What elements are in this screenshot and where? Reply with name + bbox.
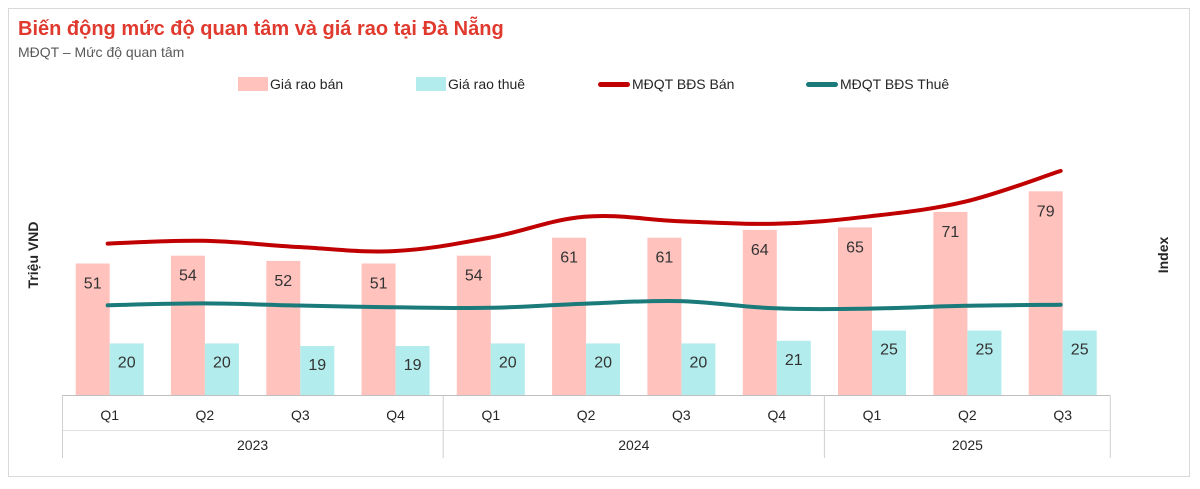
bar-rent-10 bbox=[1062, 330, 1097, 395]
legend-item-sale-price[interactable]: Giá rao bán bbox=[238, 76, 343, 92]
data-label-rent-7: 21 bbox=[785, 352, 803, 369]
year-label-2025: 2025 bbox=[952, 437, 983, 453]
bar-rent-6 bbox=[681, 343, 716, 395]
bar-rent-3 bbox=[395, 346, 430, 395]
data-label-sale-2: 52 bbox=[274, 273, 292, 290]
x-tick-label-0: Q1 bbox=[100, 407, 119, 423]
data-label-sale-9: 71 bbox=[942, 224, 960, 241]
legend-item-rent-index[interactable]: MĐQT BĐS Thuê bbox=[806, 76, 949, 92]
bar-rent-8 bbox=[872, 330, 906, 395]
line-sale-index bbox=[105, 168, 1063, 254]
x-tick-label-8: Q1 bbox=[863, 407, 882, 423]
chart-subtitle: MĐQT – Mức độ quan tâm bbox=[18, 44, 185, 60]
data-label-sale-8: 65 bbox=[846, 239, 864, 256]
bar-rent-0 bbox=[109, 343, 144, 395]
bar-sale-5 bbox=[552, 237, 587, 395]
legend-swatch-sale-index bbox=[598, 81, 630, 87]
legend-item-rent-price[interactable]: Giá rao thuê bbox=[416, 76, 525, 92]
x-tick-label-4: Q1 bbox=[481, 407, 500, 423]
line-rent-index bbox=[105, 298, 1063, 312]
bar-rent-2 bbox=[300, 346, 335, 395]
data-label-sale-6: 61 bbox=[656, 250, 674, 267]
data-label-rent-2: 19 bbox=[308, 357, 326, 374]
bar-sale-0 bbox=[75, 263, 110, 395]
data-label-sale-10: 79 bbox=[1037, 203, 1055, 220]
bar-rent-1 bbox=[204, 343, 239, 395]
bar-sale-9 bbox=[933, 211, 968, 395]
data-label-rent-8: 25 bbox=[880, 342, 898, 359]
bar-rent-5 bbox=[586, 343, 621, 395]
x-tick-label-2: Q3 bbox=[291, 407, 310, 423]
legend-label-sale-price: Giá rao bán bbox=[270, 76, 344, 92]
data-label-rent-5: 20 bbox=[594, 354, 612, 371]
year-label-2023: 2023 bbox=[237, 437, 268, 453]
x-tick-label-9: Q2 bbox=[958, 407, 977, 423]
data-label-sale-3: 51 bbox=[370, 276, 388, 293]
data-label-sale-1: 54 bbox=[179, 268, 197, 285]
data-label-rent-10: 25 bbox=[1071, 342, 1089, 359]
x-tick-label-3: Q4 bbox=[386, 407, 405, 423]
bar-sale-1 bbox=[170, 255, 205, 395]
chart-title: Biến động mức độ quan tâm và giá rao tại… bbox=[18, 18, 504, 40]
bar-rent-4 bbox=[490, 343, 525, 395]
x-tick-label-6: Q3 bbox=[672, 407, 691, 423]
bar-sale-7 bbox=[742, 229, 777, 395]
legend-label-rent-index: MĐQT BĐS Thuê bbox=[840, 76, 950, 92]
data-label-rent-1: 20 bbox=[213, 354, 231, 371]
data-label-sale-4: 54 bbox=[465, 268, 483, 285]
bar-sale-6 bbox=[647, 237, 682, 395]
chart-legend: Giá rao bán Giá rao thuê MĐQT BĐS Bán MĐ… bbox=[0, 76, 1200, 98]
data-label-rent-0: 20 bbox=[118, 354, 136, 371]
data-label-rent-9: 25 bbox=[976, 342, 994, 359]
data-label-rent-4: 20 bbox=[499, 354, 517, 371]
legend-item-sale-index[interactable]: MĐQT BĐS Bán bbox=[598, 76, 734, 92]
data-label-sale-5: 61 bbox=[560, 250, 578, 267]
data-label-rent-6: 20 bbox=[690, 354, 708, 371]
x-tick-label-1: Q2 bbox=[196, 407, 215, 423]
bar-sale-2 bbox=[266, 260, 301, 395]
x-tick-label-7: Q4 bbox=[767, 407, 786, 423]
bar-sale-8 bbox=[838, 227, 872, 395]
data-label-rent-3: 19 bbox=[404, 357, 422, 374]
x-tick-label-5: Q2 bbox=[577, 407, 596, 423]
year-label-2024: 2024 bbox=[618, 437, 649, 453]
legend-swatch-rent-index bbox=[806, 81, 838, 87]
legend-label-rent-price: Giá rao thuê bbox=[448, 76, 526, 92]
data-label-sale-7: 64 bbox=[751, 242, 769, 259]
bar-sale-3 bbox=[361, 263, 396, 395]
legend-swatch-sale-price bbox=[238, 77, 268, 91]
bar-sale-4 bbox=[456, 255, 491, 395]
bar-rent-7 bbox=[776, 340, 811, 395]
legend-swatch-rent-price bbox=[416, 77, 446, 91]
bar-rent-9 bbox=[967, 330, 1002, 395]
data-label-sale-0: 51 bbox=[84, 276, 102, 293]
bar-sale-10 bbox=[1028, 191, 1063, 395]
x-tick-label-10: Q3 bbox=[1053, 407, 1072, 423]
legend-label-sale-index: MĐQT BĐS Bán bbox=[632, 76, 735, 92]
